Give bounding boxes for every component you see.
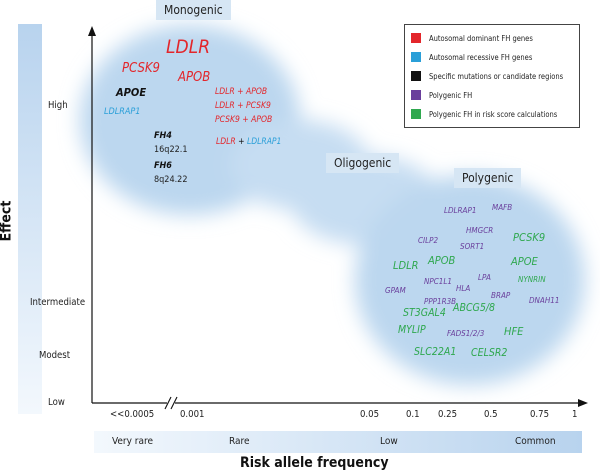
- gene-ldlr-mono: LDLR: [166, 36, 211, 58]
- x-tick: 0.25: [438, 409, 458, 420]
- axis-break-mark: [170, 396, 178, 410]
- y-tick-low: Low: [48, 397, 65, 408]
- category-monogenic: Monogenic: [156, 0, 231, 20]
- category-polygenic: Polygenic: [454, 168, 522, 188]
- x-tick: 1: [572, 409, 578, 420]
- gene-ldlr-poly: LDLR: [393, 259, 419, 272]
- legend-swatch: [411, 90, 421, 100]
- gene-combo-part: LDLRAP1: [246, 137, 282, 147]
- x-tick: 0.1: [406, 409, 420, 420]
- gene-ldlrap1-poly: LDLRAP1: [444, 206, 477, 215]
- gene-fads: FADS1/2/3: [447, 329, 485, 338]
- legend-item: Polygenic FH in risk score calculations: [411, 109, 557, 119]
- legend-swatch: [411, 71, 421, 81]
- legend-label: Autosomal recessive FH genes: [429, 52, 533, 62]
- gene-combo-ldlr-apob: LDLR + APOB: [215, 87, 268, 97]
- gene-hla: HLA: [456, 284, 471, 293]
- frequency-gradient-bar: [94, 431, 582, 453]
- legend-swatch: [411, 52, 421, 62]
- legend-swatch: [411, 33, 421, 43]
- gene-ldlrap1-mono: LDLRAP1: [104, 107, 141, 117]
- x-axis-title: Risk allele frequency: [240, 455, 389, 471]
- gene-abcg58: ABCG5/8: [453, 302, 496, 314]
- gene-slc22a1: SLC22A1: [414, 346, 457, 358]
- legend-label: Polygenic FH in risk score calculations: [429, 109, 558, 119]
- legend-item: Autosomal recessive FH genes: [411, 52, 532, 62]
- y-tick-modest: Modest: [39, 350, 71, 361]
- effect-frequency-cloud: [80, 25, 585, 385]
- gene-mafb: MAFB: [492, 203, 513, 212]
- legend: Autosomal dominant FH genes Autosomal re…: [404, 24, 580, 128]
- legend-swatch: [411, 109, 421, 119]
- x-tick: 0.05: [360, 409, 380, 420]
- locus-fh6: FH6: [154, 161, 172, 171]
- gene-ppp1r3b: PPP1R3B: [424, 297, 457, 306]
- gene-apob-mono: APOB: [178, 70, 211, 85]
- gene-lpa: LPA: [478, 273, 491, 282]
- legend-label: Polygenic FH: [429, 90, 473, 100]
- y-tick-high: High: [48, 100, 68, 111]
- gene-mylip: MYLIP: [398, 324, 426, 336]
- gene-apoe-mono: APOE: [116, 86, 147, 99]
- gene-brap: BRAP: [491, 291, 511, 300]
- legend-item: Autosomal dominant FH genes: [411, 33, 533, 43]
- gene-combo-pcsk9-apob: PCSK9 + APOB: [215, 115, 273, 125]
- legend-item: Polygenic FH: [411, 90, 472, 100]
- axis-break-gap: [167, 398, 175, 408]
- gene-combo-part: LDLR: [216, 137, 236, 147]
- gene-pcsk9-poly: PCSK9: [513, 231, 546, 244]
- band-very-rare: Very rare: [112, 436, 154, 447]
- y-axis-title: Effect: [0, 200, 15, 242]
- effect-gradient-bar: [18, 24, 42, 414]
- x-tick: 0.75: [530, 409, 550, 420]
- gene-nynrin: NYNRIN: [518, 275, 546, 284]
- gene-st3gal4: ST3GAL4: [403, 307, 446, 319]
- x-tick: 0.5: [484, 409, 498, 420]
- x-tick: <<0.0005: [110, 409, 155, 420]
- gene-pcsk9-mono: PCSK9: [122, 61, 160, 76]
- y-tick-intermediate: Intermediate: [30, 297, 86, 308]
- gene-cilp2: CILP2: [418, 236, 439, 245]
- gene-apoe-poly: APOE: [511, 255, 538, 268]
- axis-break-mark: [164, 396, 172, 410]
- gene-dnah11: DNAH11: [529, 296, 560, 305]
- locus-fh6-band: 8q24.22: [154, 175, 188, 185]
- locus-fh4-band: 16q22.1: [154, 145, 188, 155]
- band-low: Low: [380, 436, 398, 447]
- category-oligogenic: Oligogenic: [326, 153, 400, 173]
- gene-npc1l1: NPC1L1: [424, 277, 452, 286]
- gene-combo-ldlr-ldlrap1: LDLR + LDLRAP1: [216, 137, 281, 147]
- legend-label: Specific mutations or candidate regions: [429, 71, 564, 81]
- x-tick: 0.001: [180, 409, 205, 420]
- gene-hmgcr: HMGCR: [466, 226, 494, 235]
- y-axis-arrow: [88, 26, 96, 36]
- x-axis-arrow: [578, 399, 588, 407]
- gene-celsr2: CELSR2: [471, 347, 508, 359]
- gene-sort1: SORT1: [460, 242, 485, 251]
- band-rare: Rare: [229, 436, 250, 447]
- legend-label: Autosomal dominant FH genes: [429, 33, 533, 43]
- legend-item: Specific mutations or candidate regions: [411, 71, 563, 81]
- locus-fh4: FH4: [154, 131, 172, 141]
- gene-apob-poly: APOB: [428, 254, 456, 267]
- gene-combo-plus: +: [235, 137, 247, 147]
- gene-gpam: GPAM: [385, 286, 406, 295]
- gene-hfe: HFE: [504, 325, 524, 338]
- gene-combo-ldlr-pcsk9: LDLR + PCSK9: [215, 101, 271, 111]
- band-common: Common: [515, 436, 556, 447]
